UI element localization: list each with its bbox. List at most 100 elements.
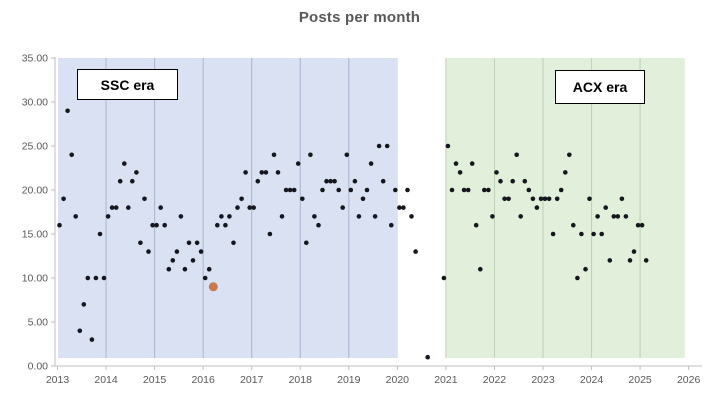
data-point xyxy=(182,266,188,272)
data-point xyxy=(291,187,297,193)
data-point xyxy=(344,152,350,158)
ssc-era-label-box: SSC era xyxy=(77,69,178,100)
data-point xyxy=(473,222,479,228)
data-point xyxy=(352,178,358,184)
data-point xyxy=(85,275,91,281)
data-point xyxy=(235,205,240,210)
data-point xyxy=(405,187,410,193)
data-point xyxy=(186,240,192,246)
data-point xyxy=(490,214,495,219)
y-tick-label: 0.00 xyxy=(28,361,49,373)
data-point xyxy=(482,187,487,193)
data-point xyxy=(215,222,220,228)
data-point xyxy=(603,205,608,210)
data-point xyxy=(198,249,204,254)
data-point xyxy=(635,222,641,228)
data-point xyxy=(384,143,390,149)
data-point xyxy=(320,187,325,193)
data-point xyxy=(316,222,321,228)
data-point xyxy=(514,152,519,158)
data-point xyxy=(134,170,139,175)
data-point xyxy=(546,196,552,202)
data-point xyxy=(534,205,540,210)
data-point xyxy=(413,249,418,254)
data-point xyxy=(510,178,515,184)
data-point xyxy=(336,187,342,193)
y-tick-label: 20.00 xyxy=(22,185,48,197)
x-tick-label: 2018 xyxy=(289,374,313,386)
y-tick-label: 5.00 xyxy=(28,317,49,329)
data-point xyxy=(364,187,370,193)
data-point xyxy=(126,205,131,210)
data-point xyxy=(611,214,617,219)
data-point xyxy=(271,152,277,158)
y-tick-label: 30.00 xyxy=(22,97,48,109)
data-point xyxy=(526,187,532,193)
data-point xyxy=(283,187,289,193)
data-point xyxy=(279,214,285,219)
data-point xyxy=(105,214,111,219)
era-region xyxy=(58,58,398,358)
x-tick-label: 2014 xyxy=(94,374,118,386)
data-point xyxy=(376,143,382,149)
data-point xyxy=(607,258,613,263)
highlighted-data-point xyxy=(208,282,218,292)
x-tick-label: 2019 xyxy=(337,374,361,386)
data-point xyxy=(639,222,645,228)
data-point xyxy=(571,222,576,228)
data-point xyxy=(554,196,560,202)
x-tick-label: 2017 xyxy=(240,374,264,386)
data-point xyxy=(300,196,305,202)
data-point xyxy=(170,258,176,263)
data-point xyxy=(312,214,317,219)
data-point xyxy=(162,222,167,228)
data-point xyxy=(158,205,163,210)
data-point xyxy=(583,266,588,272)
y-tick-label: 15.00 xyxy=(22,229,48,241)
data-point xyxy=(595,214,600,219)
data-point xyxy=(558,187,564,193)
data-point xyxy=(449,187,455,193)
data-point xyxy=(206,266,212,272)
data-point xyxy=(360,196,366,202)
data-point xyxy=(465,187,471,193)
data-point xyxy=(255,178,261,184)
data-point xyxy=(259,170,265,175)
data-point xyxy=(219,214,224,219)
data-point xyxy=(389,222,394,228)
x-tick-label: 2020 xyxy=(386,374,410,386)
data-point xyxy=(409,214,414,219)
data-point xyxy=(425,354,431,360)
data-point xyxy=(146,249,151,254)
data-point xyxy=(61,196,66,202)
x-tick-label: 2023 xyxy=(531,374,555,386)
data-point xyxy=(401,205,406,210)
data-point xyxy=(380,178,386,184)
data-point xyxy=(69,152,74,158)
data-point xyxy=(239,196,244,202)
data-point xyxy=(567,152,572,158)
data-point xyxy=(372,214,378,219)
data-point xyxy=(615,214,621,219)
data-point xyxy=(77,328,83,334)
data-point xyxy=(522,178,528,184)
data-point xyxy=(130,178,135,184)
ssc-era-label: SSC era xyxy=(100,76,155,93)
data-point xyxy=(308,152,313,158)
data-point xyxy=(247,205,252,210)
x-tick-label: 2025 xyxy=(628,374,652,386)
data-point xyxy=(231,240,236,246)
data-point xyxy=(502,196,507,202)
data-point xyxy=(441,275,447,281)
x-tick-label: 2013 xyxy=(46,374,70,386)
data-point xyxy=(538,196,544,202)
data-point xyxy=(81,302,87,307)
data-point xyxy=(469,161,475,166)
data-point xyxy=(122,161,127,166)
data-point xyxy=(117,178,123,184)
data-point xyxy=(304,240,309,246)
data-point xyxy=(518,214,523,219)
data-point xyxy=(575,275,580,281)
chart-title: Posts per month xyxy=(298,9,421,26)
